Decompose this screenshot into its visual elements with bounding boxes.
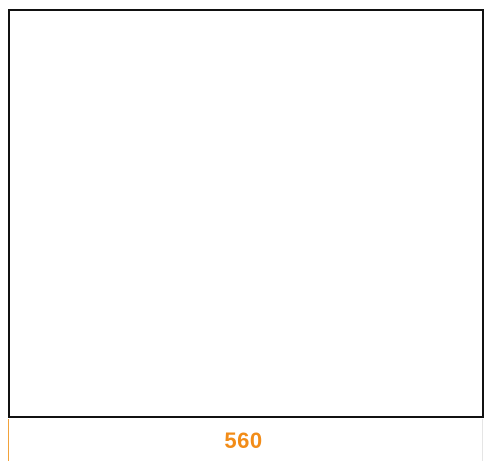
rectangle-frame: [8, 9, 484, 418]
width-dimension-label: 560: [224, 428, 263, 453]
dimension-left-tick: [8, 419, 9, 461]
dimension-right-tick: [482, 419, 483, 461]
